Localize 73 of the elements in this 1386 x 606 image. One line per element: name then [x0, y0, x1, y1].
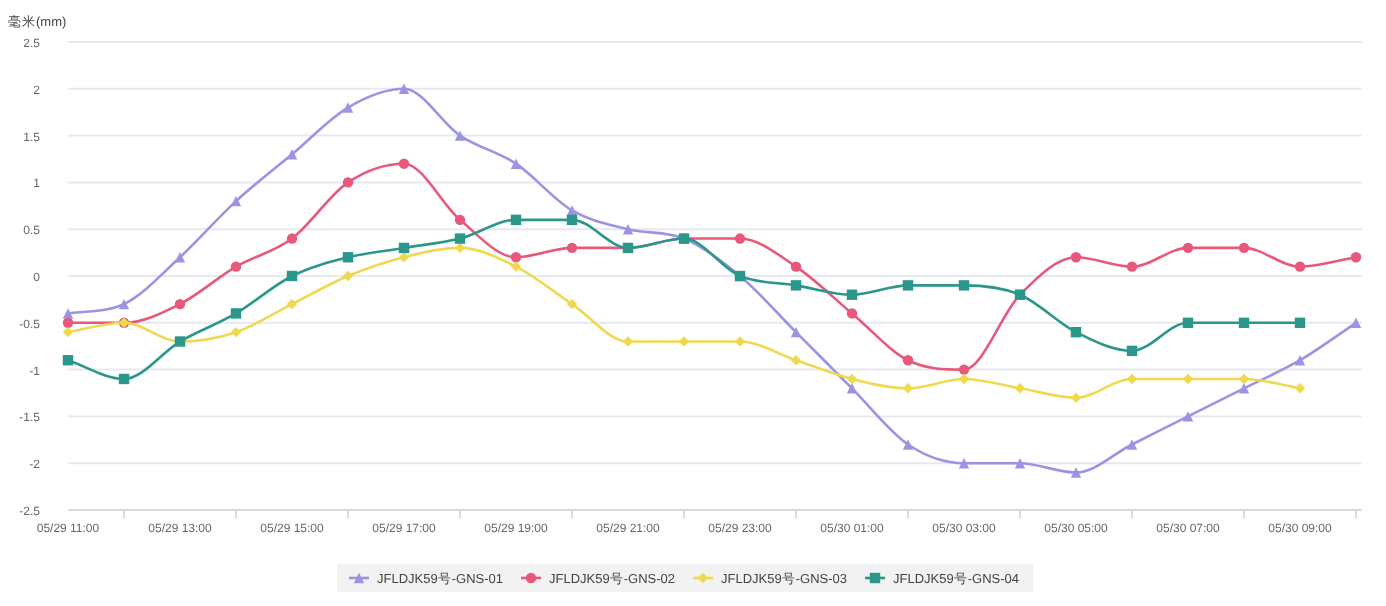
point	[846, 383, 858, 394]
point	[1126, 345, 1138, 357]
point	[902, 439, 914, 450]
point	[398, 158, 410, 169]
point	[1294, 355, 1306, 366]
point	[1070, 392, 1082, 403]
point	[566, 242, 578, 254]
point	[510, 158, 522, 169]
point	[846, 289, 858, 300]
point	[1070, 467, 1082, 478]
point	[846, 308, 858, 319]
point	[1294, 383, 1306, 394]
point	[958, 458, 970, 469]
point	[1182, 317, 1194, 328]
point	[734, 336, 746, 347]
point	[62, 326, 74, 338]
point	[454, 214, 466, 226]
point	[174, 298, 186, 310]
point	[1182, 411, 1194, 422]
point	[902, 355, 914, 366]
point	[1070, 252, 1082, 263]
point	[118, 373, 130, 385]
point	[230, 326, 242, 338]
point	[510, 252, 522, 263]
point	[1350, 317, 1362, 328]
point	[230, 308, 242, 319]
point	[342, 177, 354, 188]
point	[286, 270, 298, 282]
point	[1238, 242, 1250, 254]
point	[62, 317, 74, 328]
point	[1070, 326, 1082, 338]
point	[1350, 252, 1362, 263]
point	[286, 298, 298, 310]
point	[398, 83, 410, 94]
point	[118, 298, 130, 310]
point	[1182, 242, 1194, 254]
point	[622, 224, 634, 235]
point	[286, 149, 298, 160]
point	[1294, 261, 1306, 272]
point	[1238, 383, 1250, 394]
point	[902, 383, 914, 394]
point	[734, 233, 746, 244]
point	[62, 308, 74, 319]
point	[790, 280, 802, 291]
point	[622, 336, 634, 347]
point	[398, 242, 410, 254]
point	[62, 355, 74, 366]
point	[342, 270, 354, 282]
point	[678, 336, 690, 347]
point	[958, 280, 970, 291]
point	[398, 252, 410, 263]
point	[286, 233, 298, 244]
point	[1014, 458, 1026, 469]
point	[510, 261, 522, 272]
point	[1126, 261, 1138, 272]
point	[342, 102, 354, 113]
point	[454, 130, 466, 141]
point	[1014, 383, 1026, 394]
point	[1294, 317, 1306, 328]
point	[566, 214, 578, 226]
point	[790, 355, 802, 366]
point	[846, 373, 858, 385]
point	[902, 280, 914, 291]
point	[958, 364, 970, 375]
point	[342, 252, 354, 263]
point	[1238, 317, 1250, 328]
point	[454, 233, 466, 244]
point	[790, 261, 802, 272]
point	[566, 205, 578, 216]
point	[1126, 439, 1138, 450]
point	[510, 214, 522, 226]
point	[230, 261, 242, 272]
point	[566, 298, 578, 310]
